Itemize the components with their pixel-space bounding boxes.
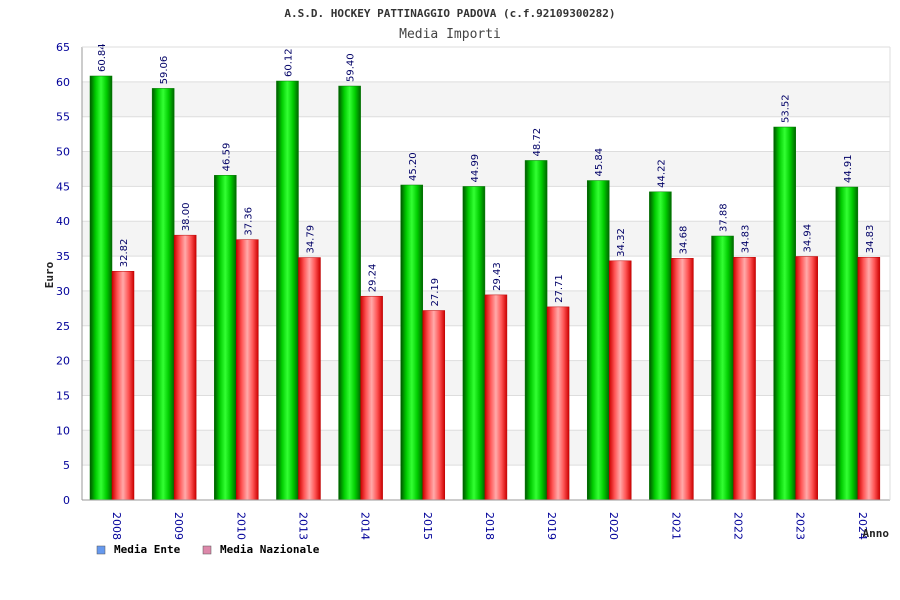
bar-media-ente-2023 bbox=[773, 126, 796, 501]
bar-media-nazionale-2019 bbox=[546, 306, 570, 501]
bar-media-ente-2008 bbox=[89, 75, 113, 501]
value-label: 32.82 bbox=[119, 239, 130, 268]
value-label: 37.36 bbox=[243, 207, 254, 236]
bar-media-ente-2010 bbox=[214, 175, 237, 501]
y-tick-label: 20 bbox=[56, 355, 70, 368]
value-label: 27.19 bbox=[430, 278, 441, 307]
grid-band bbox=[82, 221, 890, 257]
value-label: 59.06 bbox=[159, 56, 170, 85]
x-tick-label: 2020 bbox=[607, 512, 620, 540]
bar-media-ente-2014 bbox=[338, 85, 361, 501]
x-tick-label: 2015 bbox=[421, 512, 434, 540]
value-label: 60.84 bbox=[97, 43, 108, 72]
bar-media-nazionale-2022 bbox=[733, 257, 756, 501]
y-axis-ticks: 0 5 10 15 20 25 30 35 40 45 50 55 60 65 bbox=[56, 41, 70, 507]
bar-media-nazionale-2018 bbox=[484, 294, 508, 501]
bars-group bbox=[89, 75, 881, 501]
y-tick-label: 10 bbox=[56, 424, 70, 437]
x-tick-label: 2010 bbox=[234, 512, 247, 540]
bar-media-ente-2020 bbox=[586, 180, 610, 501]
value-label: 38.00 bbox=[181, 203, 192, 232]
grid-band bbox=[82, 151, 890, 187]
bar-media-ente-2009 bbox=[151, 88, 175, 501]
bar-media-ente-2018 bbox=[462, 186, 486, 501]
bar-media-nazionale-2021 bbox=[671, 258, 694, 501]
value-labels-group: 60.84 32.82 59.06 38.00 46.59 37.36 60.12 34.79… bbox=[97, 43, 876, 306]
value-label: 34.83 bbox=[741, 225, 752, 254]
legend-label: Media Nazionale bbox=[220, 543, 320, 556]
value-label: 60.12 bbox=[283, 48, 294, 77]
bar-media-nazionale-2024 bbox=[857, 257, 881, 501]
y-tick-label: 45 bbox=[56, 180, 70, 193]
value-label: 29.24 bbox=[368, 264, 379, 293]
legend-label: Media Ente bbox=[114, 543, 181, 556]
x-tick-label: 2014 bbox=[359, 512, 372, 540]
value-label: 34.68 bbox=[678, 226, 689, 255]
x-tick-label: 2023 bbox=[794, 512, 807, 540]
x-tick-label: 2022 bbox=[732, 512, 745, 540]
value-label: 34.79 bbox=[305, 225, 316, 254]
legend-swatch bbox=[96, 545, 106, 555]
bar-media-nazionale-2020 bbox=[608, 260, 632, 501]
bar-media-ente-2019 bbox=[524, 160, 548, 501]
y-tick-label: 65 bbox=[56, 41, 70, 54]
value-label: 48.72 bbox=[532, 128, 543, 157]
chart-title: A.S.D. HOCKEY PATTINAGGIO PADOVA (c.f.92… bbox=[284, 7, 615, 20]
bar-media-nazionale-2009 bbox=[173, 234, 197, 501]
value-label: 59.40 bbox=[346, 53, 357, 82]
value-label: 45.20 bbox=[408, 152, 419, 181]
bar-media-nazionale-2015 bbox=[422, 310, 446, 501]
x-axis-label: Anno bbox=[863, 527, 890, 540]
bar-media-ente-2024 bbox=[835, 186, 859, 501]
value-label: 53.52 bbox=[781, 94, 792, 123]
value-label: 44.99 bbox=[470, 154, 481, 183]
bar-media-nazionale-2023 bbox=[795, 256, 818, 501]
value-label: 27.71 bbox=[554, 274, 565, 303]
bar-media-ente-2021 bbox=[649, 191, 672, 501]
value-label: 44.22 bbox=[656, 159, 667, 188]
x-tick-label: 2018 bbox=[483, 512, 496, 540]
x-tick-label: 2013 bbox=[296, 512, 309, 540]
value-label: 34.32 bbox=[616, 228, 627, 257]
x-axis-ticks: 2008 2009 2010 2013 2014 2015 2018 2019 2020 2021… bbox=[110, 512, 869, 540]
y-tick-label: 30 bbox=[56, 285, 70, 298]
x-tick-label: 2024 bbox=[856, 512, 869, 540]
x-tick-label: 2008 bbox=[110, 512, 123, 540]
y-tick-label: 35 bbox=[56, 250, 70, 263]
bar-media-ente-2013 bbox=[276, 80, 299, 501]
y-tick-label: 55 bbox=[56, 111, 70, 124]
chart-subtitle: Media Importi bbox=[399, 27, 501, 42]
x-tick-label: 2019 bbox=[545, 512, 558, 540]
y-tick-label: 40 bbox=[56, 215, 70, 228]
bar-media-nazionale-2010 bbox=[236, 239, 259, 501]
value-label: 34.83 bbox=[865, 225, 876, 254]
y-tick-label: 5 bbox=[63, 459, 70, 472]
y-tick-label: 0 bbox=[63, 494, 70, 507]
bar-media-nazionale-2014 bbox=[360, 295, 383, 501]
value-label: 44.91 bbox=[843, 154, 854, 183]
y-tick-label: 50 bbox=[56, 146, 70, 159]
value-label: 45.84 bbox=[594, 148, 605, 177]
legend-swatch bbox=[202, 545, 212, 555]
x-tick-label: 2009 bbox=[172, 512, 185, 540]
bar-media-nazionale-2008 bbox=[111, 271, 135, 501]
bar-media-ente-2022 bbox=[711, 235, 734, 501]
value-label: 34.94 bbox=[803, 224, 814, 253]
bar-media-ente-2015 bbox=[400, 184, 424, 501]
value-label: 46.59 bbox=[221, 143, 232, 172]
grid-band bbox=[82, 81, 890, 117]
y-tick-label: 15 bbox=[56, 389, 70, 402]
legend: Media Ente Media Nazionale bbox=[96, 543, 320, 556]
value-label: 29.43 bbox=[492, 262, 503, 291]
axes bbox=[81, 46, 891, 501]
y-tick-label: 25 bbox=[56, 320, 70, 333]
value-label: 37.88 bbox=[719, 203, 730, 232]
x-tick-label: 2021 bbox=[669, 512, 682, 540]
y-axis-label: Euro bbox=[43, 261, 56, 288]
bar-media-nazionale-2013 bbox=[298, 257, 321, 501]
y-tick-label: 60 bbox=[56, 76, 70, 89]
